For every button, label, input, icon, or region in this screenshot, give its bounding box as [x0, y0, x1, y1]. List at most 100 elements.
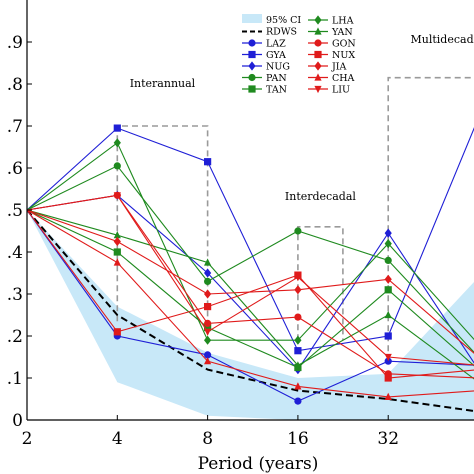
legend-label: TAN — [266, 85, 287, 96]
series-line — [27, 165, 474, 353]
data-point — [384, 239, 392, 249]
data-point — [204, 351, 212, 359]
annotation-label: Interdecadal — [285, 190, 356, 203]
series-line — [27, 209, 474, 354]
series-liu — [27, 192, 474, 366]
legend-marker — [248, 50, 256, 59]
ci-band — [27, 210, 474, 420]
series-pan — [27, 162, 474, 353]
x-tick-label: 32 — [377, 429, 399, 449]
x-tick-label: 4 — [112, 429, 123, 449]
x-tick-label: 8 — [202, 429, 213, 449]
legend-label: CHA — [332, 73, 355, 84]
annotation-label: Interannual — [130, 77, 196, 90]
legend-label: GYA — [266, 50, 286, 61]
legend-marker — [248, 39, 256, 47]
series-cha — [27, 209, 474, 400]
y-tick-label: 0 — [12, 411, 23, 431]
y-tick-label: .5 — [7, 201, 23, 221]
legend-marker — [314, 73, 322, 81]
data-point — [294, 274, 302, 282]
legend-label: JIA — [331, 62, 347, 73]
legend-marker — [248, 85, 256, 93]
legend-label: GON — [332, 39, 356, 50]
data-point — [384, 332, 392, 340]
data-point — [384, 357, 392, 365]
data-point — [384, 256, 392, 264]
legend-swatch-ci — [242, 14, 262, 23]
data-point — [294, 382, 302, 390]
annotation-box — [116, 125, 209, 322]
legend-label: LHA — [332, 16, 354, 27]
data-point — [113, 138, 121, 148]
data-point — [294, 285, 302, 295]
data-point — [294, 347, 302, 355]
data-point — [113, 328, 121, 336]
data-point — [384, 353, 392, 362]
data-point — [384, 274, 392, 284]
data-point — [204, 328, 212, 336]
data-point — [204, 158, 212, 166]
data-point — [113, 258, 121, 266]
data-point — [204, 277, 212, 285]
y-tick-label: .2 — [7, 327, 23, 347]
legend-marker — [248, 73, 256, 82]
y-tick-label: .4 — [7, 243, 23, 263]
data-point — [113, 248, 121, 256]
series-line — [27, 209, 474, 379]
x-tick-label: 2 — [22, 429, 33, 449]
series-jia — [27, 209, 474, 354]
rdws-line — [27, 209, 474, 412]
annotation-box — [387, 76, 474, 362]
legend-label: LAZ — [266, 39, 286, 50]
data-point — [294, 361, 302, 369]
legend-marker — [248, 61, 256, 71]
legend-label: 95% CI — [266, 15, 301, 26]
data-point — [294, 335, 302, 345]
data-point — [204, 258, 212, 266]
series-line — [27, 209, 474, 398]
data-point — [204, 335, 212, 345]
data-point — [204, 268, 212, 278]
series-line — [27, 209, 474, 402]
legend-label: LIU — [332, 85, 350, 96]
data-point — [384, 310, 392, 319]
annotation-label: Multidecadal — [411, 33, 474, 46]
data-point — [113, 231, 121, 239]
legend-label: PAN — [266, 73, 287, 84]
data-point — [294, 227, 302, 235]
series-line — [27, 141, 474, 341]
series-yan — [27, 209, 474, 380]
series-line — [27, 194, 474, 366]
legend-marker — [314, 85, 322, 94]
data-point — [113, 162, 121, 170]
data-point — [113, 192, 121, 200]
data-point — [204, 357, 212, 365]
annotation-box — [297, 226, 344, 341]
series-line — [27, 209, 474, 380]
legend-marker — [314, 39, 322, 47]
legend-label: NUG — [266, 62, 290, 73]
data-point — [294, 313, 302, 321]
data-point — [204, 303, 212, 311]
y-tick-label: .8 — [7, 75, 23, 95]
data-point — [204, 289, 212, 299]
legend-label: NUX — [332, 50, 355, 61]
y-tick-label: .7 — [7, 117, 23, 137]
y-tick-label: .9 — [7, 33, 23, 53]
data-point — [384, 374, 392, 382]
legend-marker — [314, 50, 322, 59]
data-point — [294, 397, 302, 405]
data-point — [384, 392, 392, 400]
y-tick-label: .3 — [7, 285, 23, 305]
data-point — [384, 286, 392, 294]
legend-label: RDWS — [266, 27, 297, 38]
x-axis-label: Period (years) — [198, 454, 319, 474]
y-tick-label: .6 — [7, 159, 23, 179]
series-lha — [27, 138, 474, 345]
series-line — [27, 209, 474, 369]
data-point — [113, 124, 121, 132]
x-tick-label: 16 — [287, 429, 309, 449]
data-point — [204, 324, 212, 332]
